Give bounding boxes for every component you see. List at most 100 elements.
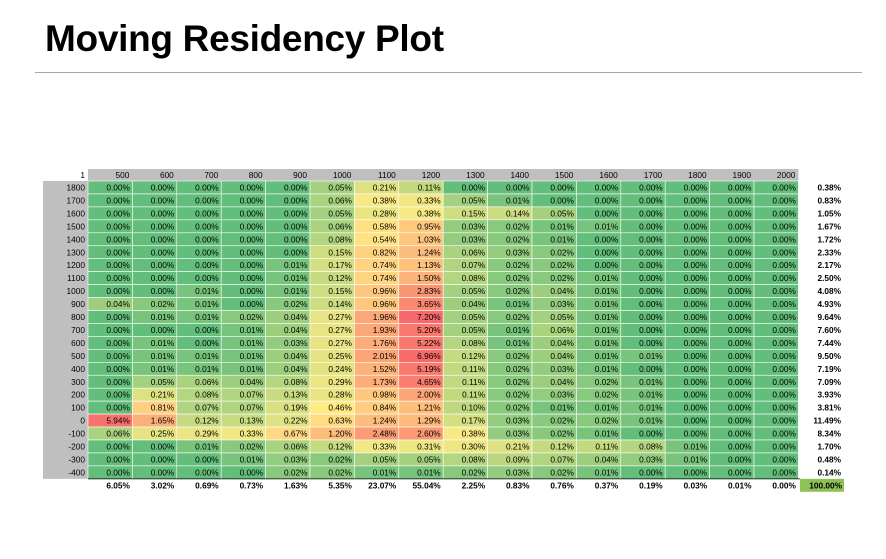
row-label: -200 (68, 442, 85, 452)
cell-value: 0.05% (462, 195, 486, 205)
cell-value: 0.00% (639, 364, 663, 374)
cell-value: 5.20% (417, 325, 441, 335)
cell-value: 6.96% (417, 351, 441, 361)
row-label: 700 (71, 325, 85, 335)
cell-value: 0.01% (595, 364, 619, 374)
column-label: 800 (249, 170, 263, 180)
cell-value: 0.00% (550, 195, 574, 205)
cell-value: 0.00% (639, 286, 663, 296)
column-label: 1900 (733, 170, 752, 180)
row-total: 7.09% (817, 377, 841, 387)
cell-value: 0.00% (106, 454, 130, 464)
cell-value: 0.96% (373, 299, 397, 309)
cell-value: 0.00% (728, 221, 752, 231)
cell-value: 0.00% (106, 195, 130, 205)
cell-value: 0.03% (550, 364, 574, 374)
cell-value: 0.02% (284, 467, 308, 477)
cell-value: 0.12% (550, 442, 574, 452)
row-total: 3.93% (817, 390, 841, 400)
row-label: 900 (71, 299, 85, 309)
cell-value: 0.00% (106, 364, 130, 374)
cell-value: 0.05% (462, 312, 486, 322)
cell-value: 0.00% (728, 429, 752, 439)
cell-value: 0.01% (639, 351, 663, 361)
cell-value: 0.00% (195, 221, 219, 231)
cell-value: 0.02% (240, 442, 264, 452)
page-title: Moving Residency Plot (45, 18, 444, 59)
cell-value: 0.02% (550, 429, 574, 439)
cell-value: 0.01% (284, 260, 308, 270)
cell-value: 0.00% (195, 467, 219, 477)
cell-value: 0.12% (328, 442, 352, 452)
cell-value: 0.00% (240, 234, 264, 244)
cell-value: 4.65% (417, 377, 441, 387)
cell-value: 0.04% (462, 299, 486, 309)
cell-value: 0.11% (462, 364, 486, 374)
cell-value: 0.95% (417, 221, 441, 231)
cell-value: 0.02% (240, 312, 264, 322)
cell-value: 0.00% (151, 286, 175, 296)
cell-value: 1.24% (417, 247, 441, 257)
cell-value: 0.00% (284, 208, 308, 218)
cell-value: 0.01% (684, 442, 708, 452)
cell-value: 0.00% (151, 454, 175, 464)
cell-value: 0.00% (106, 377, 130, 387)
cell-value: 0.00% (772, 312, 796, 322)
cell-value: 0.03% (506, 429, 530, 439)
cell-value: 5.22% (417, 338, 441, 348)
cell-value: 0.01% (639, 390, 663, 400)
column-label: 600 (160, 170, 174, 180)
row-total: 4.93% (817, 299, 841, 309)
cell-value: 0.02% (506, 377, 530, 387)
cell-value: 0.00% (772, 377, 796, 387)
column-label: 1500 (555, 170, 574, 180)
cell-value: 0.00% (684, 325, 708, 335)
cell-value: 0.00% (728, 377, 752, 387)
cell-value: 0.02% (595, 416, 619, 426)
column-total: 55.04% (413, 480, 442, 490)
cell-value: 0.00% (106, 273, 130, 283)
cell-value: 0.00% (639, 208, 663, 218)
row-label: 1500 (67, 221, 86, 231)
cell-value: 0.01% (595, 403, 619, 413)
cell-value: 0.00% (151, 247, 175, 257)
cell-value: 0.00% (639, 183, 663, 193)
cell-value: 0.02% (595, 390, 619, 400)
cell-value: 0.01% (550, 221, 574, 231)
cell-value: 0.00% (106, 467, 130, 477)
cell-value: 0.04% (284, 364, 308, 374)
cell-value: 0.13% (240, 416, 264, 426)
cell-value: 0.02% (506, 273, 530, 283)
cell-value: 0.00% (195, 454, 219, 464)
row-label: 200 (71, 390, 85, 400)
cell-value: 0.25% (328, 351, 352, 361)
cell-value: 0.05% (550, 312, 574, 322)
cell-value: 0.00% (639, 234, 663, 244)
cell-value: 0.00% (639, 260, 663, 270)
cell-value: 0.00% (684, 364, 708, 374)
cell-value: 0.46% (328, 403, 352, 413)
cell-value: 0.08% (328, 234, 352, 244)
column-header-band (88, 169, 799, 181)
cell-value: 0.00% (772, 325, 796, 335)
cell-value: 0.00% (684, 377, 708, 387)
cell-value: 0.00% (195, 234, 219, 244)
cell-value: 0.28% (373, 208, 397, 218)
cell-value: 0.00% (639, 325, 663, 335)
cell-value: 0.21% (151, 390, 175, 400)
cell-value: 0.00% (728, 338, 752, 348)
cell-value: 0.01% (195, 312, 219, 322)
row-label: 0 (80, 416, 85, 426)
cell-value: 0.00% (684, 247, 708, 257)
cell-value: 0.01% (595, 467, 619, 477)
cell-value: 1.73% (373, 377, 397, 387)
cell-value: 0.02% (151, 299, 175, 309)
column-total: 5.35% (328, 480, 352, 490)
row-label: 1300 (67, 247, 86, 257)
row-label: 800 (71, 312, 85, 322)
cell-value: 1.29% (417, 416, 441, 426)
cell-value: 0.00% (106, 234, 130, 244)
cell-value: 0.84% (373, 403, 397, 413)
cell-value: 0.04% (550, 338, 574, 348)
